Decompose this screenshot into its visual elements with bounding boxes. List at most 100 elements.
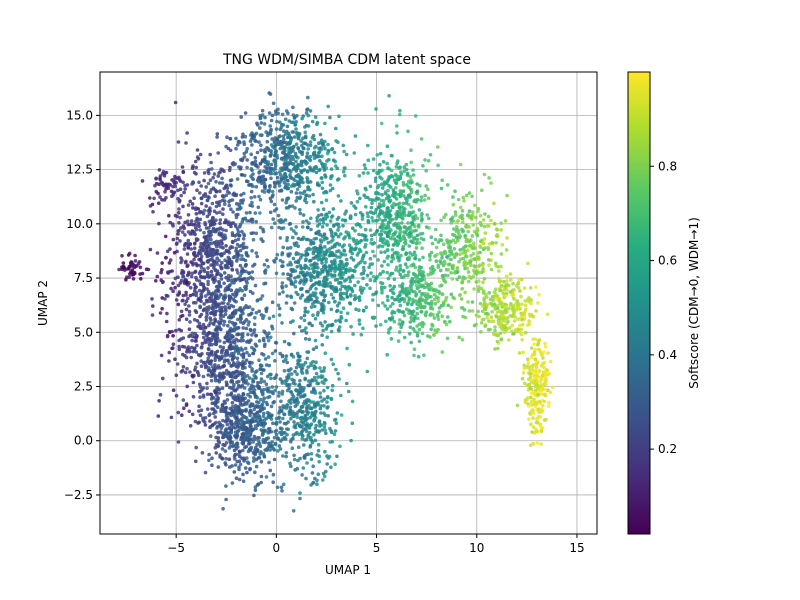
scatter-point bbox=[281, 437, 285, 441]
scatter-point bbox=[205, 392, 210, 397]
scatter-point bbox=[453, 271, 457, 275]
scatter-point bbox=[447, 262, 452, 267]
scatter-point bbox=[261, 437, 266, 442]
scatter-point bbox=[478, 244, 482, 248]
scatter-point bbox=[404, 293, 409, 297]
scatter-point bbox=[254, 400, 259, 404]
scatter-point bbox=[286, 111, 290, 116]
scatter-point bbox=[368, 286, 372, 291]
scatter-point bbox=[290, 204, 295, 208]
scatter-point bbox=[407, 291, 412, 296]
scatter-point bbox=[225, 338, 230, 343]
scatter-point bbox=[194, 301, 198, 305]
scatter-point bbox=[361, 171, 366, 175]
scatter-point bbox=[211, 250, 215, 254]
scatter-point bbox=[234, 146, 238, 151]
scatter-point bbox=[291, 177, 296, 181]
scatter-point bbox=[268, 124, 273, 128]
scatter-point bbox=[309, 435, 313, 440]
scatter-point bbox=[418, 183, 422, 188]
scatter-point bbox=[397, 258, 401, 263]
scatter-point bbox=[402, 313, 407, 318]
scatter-point bbox=[423, 158, 427, 162]
scatter-point bbox=[439, 218, 443, 223]
scatter-point bbox=[248, 441, 252, 446]
scatter-point bbox=[167, 261, 172, 265]
scatter-point bbox=[282, 137, 286, 142]
scatter-point bbox=[296, 445, 301, 450]
scatter-point bbox=[411, 168, 415, 172]
scatter-point bbox=[168, 258, 173, 262]
scatter-point bbox=[221, 364, 226, 368]
scatter-point bbox=[291, 105, 295, 110]
scatter-point bbox=[177, 347, 182, 352]
scatter-point bbox=[402, 230, 406, 234]
scatter-point bbox=[299, 316, 304, 320]
scatter-point bbox=[390, 253, 395, 258]
scatter-point bbox=[273, 185, 277, 189]
scatter-point bbox=[433, 302, 438, 306]
scatter-point bbox=[212, 240, 217, 245]
scatter-point bbox=[159, 270, 163, 275]
scatter-point bbox=[267, 460, 271, 465]
scatter-point bbox=[480, 188, 484, 193]
scatter-point bbox=[248, 413, 252, 418]
scatter-point bbox=[213, 378, 218, 383]
scatter-point bbox=[213, 415, 217, 419]
scatter-point bbox=[310, 471, 315, 475]
scatter-point bbox=[401, 310, 406, 314]
scatter-point bbox=[305, 170, 310, 174]
scatter-point bbox=[407, 296, 412, 301]
scatter-point bbox=[251, 403, 255, 408]
scatter-point bbox=[284, 451, 289, 455]
scatter-point bbox=[300, 253, 305, 257]
scatter-point bbox=[235, 143, 240, 147]
scatter-point bbox=[457, 259, 461, 264]
scatter-point bbox=[364, 305, 369, 310]
scatter-point bbox=[330, 388, 335, 393]
scatter-point bbox=[281, 245, 286, 250]
scatter-point bbox=[343, 173, 347, 178]
scatter-point bbox=[220, 301, 224, 305]
scatter-point bbox=[273, 388, 277, 393]
scatter-point bbox=[333, 258, 337, 262]
scatter-point bbox=[174, 373, 179, 378]
scatter-point bbox=[177, 344, 181, 349]
scatter-point bbox=[451, 195, 455, 199]
scatter-point bbox=[176, 302, 181, 307]
scatter-point bbox=[459, 257, 463, 261]
scatter-point bbox=[277, 292, 282, 296]
scatter-point bbox=[292, 457, 297, 462]
scatter-point bbox=[415, 324, 419, 328]
scatter-point bbox=[221, 212, 225, 216]
scatter-point bbox=[420, 231, 425, 236]
scatter-point bbox=[378, 272, 382, 277]
scatter-point bbox=[191, 181, 196, 185]
scatter-point bbox=[184, 403, 189, 408]
scatter-point bbox=[374, 107, 378, 111]
scatter-point bbox=[188, 285, 193, 290]
scatter-point bbox=[431, 313, 435, 317]
scatter-point bbox=[227, 361, 231, 365]
scatter-point bbox=[410, 302, 414, 307]
scatter-point bbox=[306, 95, 310, 100]
scatter-point bbox=[274, 109, 278, 113]
scatter-point bbox=[374, 207, 378, 212]
scatter-point bbox=[270, 351, 275, 356]
scatter-point bbox=[357, 232, 361, 237]
scatter-point bbox=[267, 429, 272, 434]
scatter-point bbox=[290, 130, 295, 134]
scatter-point bbox=[240, 377, 245, 382]
scatter-point bbox=[414, 241, 419, 246]
scatter-point bbox=[217, 391, 222, 395]
scatter-point bbox=[160, 296, 164, 300]
scatter-point bbox=[273, 359, 277, 363]
scatter-point bbox=[229, 178, 234, 182]
scatter-point bbox=[318, 238, 323, 242]
scatter-point bbox=[263, 177, 268, 182]
scatter-point bbox=[325, 159, 329, 163]
scatter-point bbox=[214, 451, 218, 455]
scatter-point bbox=[231, 240, 235, 244]
scatter-point bbox=[254, 131, 259, 136]
scatter-point bbox=[218, 313, 223, 318]
